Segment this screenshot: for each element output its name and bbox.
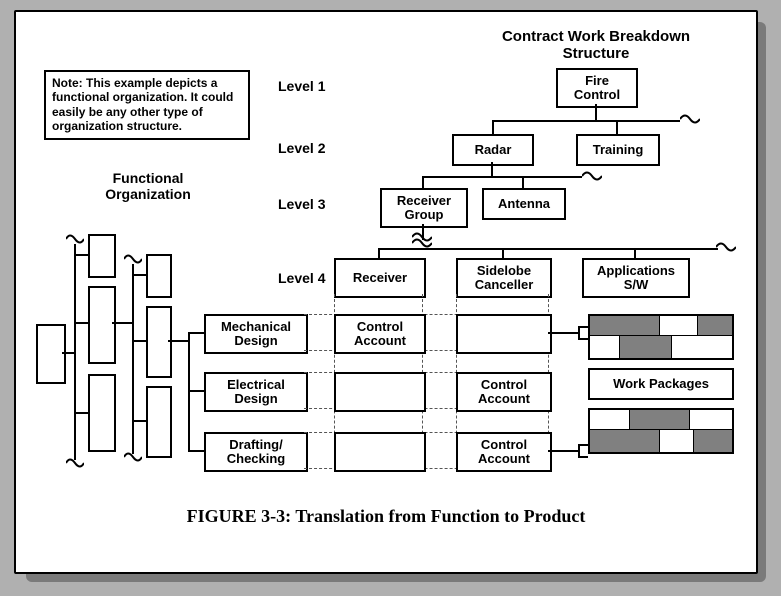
org-box-b bbox=[88, 286, 116, 364]
wbs-fire-control: Fire Control bbox=[556, 68, 638, 108]
cell-receiver-draft bbox=[334, 432, 426, 472]
note-box: Note: This example depicts a functional … bbox=[44, 70, 250, 140]
ca-sidelobe-elec: Control Account bbox=[456, 372, 552, 412]
org-root bbox=[36, 324, 66, 384]
figure-caption: FIGURE 3-3: Translation from Function to… bbox=[16, 506, 756, 527]
wbs-training: Training bbox=[576, 134, 660, 166]
ca-sidelobe-draft: Control Account bbox=[456, 432, 552, 472]
wbs-receiver-group: Receiver Group bbox=[380, 188, 468, 228]
figure-card: Note: This example depicts a functional … bbox=[14, 10, 758, 574]
org-box-d bbox=[146, 254, 172, 298]
func-mechanical: Mechanical Design bbox=[204, 314, 308, 354]
work-packages-top bbox=[588, 314, 734, 360]
func-org-title: Functional Organization bbox=[88, 170, 208, 202]
ca-receiver-mech: Control Account bbox=[334, 314, 426, 354]
work-packages-bottom bbox=[588, 408, 734, 454]
cell-receiver-elec bbox=[334, 372, 426, 412]
wbs-title: Contract Work Breakdown Structure bbox=[486, 28, 706, 62]
wbs-antenna: Antenna bbox=[482, 188, 566, 220]
wbs-receiver: Receiver bbox=[334, 258, 426, 298]
level2-label: Level 2 bbox=[278, 140, 325, 156]
org-box-e bbox=[146, 306, 172, 378]
org-box-c bbox=[88, 374, 116, 452]
work-packages-label: Work Packages bbox=[588, 368, 734, 400]
level1-label: Level 1 bbox=[278, 78, 325, 94]
org-box-a bbox=[88, 234, 116, 278]
cell-sidelobe-mech bbox=[456, 314, 552, 354]
level4-label: Level 4 bbox=[278, 270, 325, 286]
level3-label: Level 3 bbox=[278, 196, 325, 212]
org-box-f bbox=[146, 386, 172, 458]
func-electrical: Electrical Design bbox=[204, 372, 308, 412]
wbs-radar: Radar bbox=[452, 134, 534, 166]
wbs-sidelobe: Sidelobe Canceller bbox=[456, 258, 552, 298]
wbs-applications: Applications S/W bbox=[582, 258, 690, 298]
func-drafting: Drafting/ Checking bbox=[204, 432, 308, 472]
